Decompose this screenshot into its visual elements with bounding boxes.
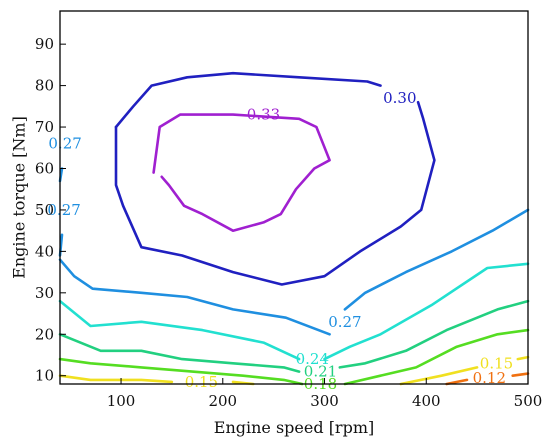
contour-labels: 0.330.300.270.270.270.240.210.180.150.15… bbox=[47, 89, 513, 393]
y-tick-label-1: 20 bbox=[35, 325, 54, 343]
contour-line-0_3-seg0 bbox=[114, 71, 382, 129]
x-tick-label-3: 400 bbox=[412, 392, 441, 410]
contour-label-0_15-0: 0.15 bbox=[185, 373, 218, 391]
contour-line-0_21-seg1 bbox=[338, 299, 530, 369]
x-tick-label-0: 100 bbox=[107, 392, 136, 410]
contour-label-0_3-0: 0.30 bbox=[383, 89, 416, 107]
contour-line-0_12-seg0 bbox=[445, 378, 469, 386]
contour-label-0_15-1: 0.15 bbox=[480, 354, 513, 372]
contour-label-0_12-0: 0.12 bbox=[473, 369, 506, 387]
contour-line-0_27-seg0 bbox=[58, 258, 331, 336]
y-tick-label-3: 40 bbox=[35, 242, 54, 260]
contour-line-0_18-seg1 bbox=[343, 328, 530, 386]
contour-line-0_3-seg1 bbox=[114, 100, 436, 286]
y-tick-label-7: 80 bbox=[35, 77, 54, 95]
x-tick-label-1: 200 bbox=[208, 392, 237, 410]
contour-label-0_21-0: 0.21 bbox=[304, 363, 337, 381]
x-axis-ticks: 100 200 300 400 500 bbox=[107, 378, 543, 410]
y-axis-ticks: 10 20 30 40 50 60 70 80 90 bbox=[35, 35, 66, 385]
contour-line-0_15-seg0 bbox=[58, 374, 174, 384]
plot-frame bbox=[59, 10, 529, 385]
contour-line-0_33-seg0 bbox=[152, 113, 331, 232]
y-axis-label: Engine torque [Nm] bbox=[10, 116, 29, 279]
y-tick-label-6: 70 bbox=[35, 118, 54, 136]
y-tick-label-0: 10 bbox=[35, 367, 54, 385]
contour-line-0_18-seg0 bbox=[58, 357, 304, 386]
y-tick-label-8: 90 bbox=[35, 35, 54, 53]
contour-label-0_24-0: 0.24 bbox=[296, 350, 329, 368]
contour-label-0_27-0: 0.27 bbox=[328, 313, 361, 331]
contour-lines bbox=[58, 71, 530, 386]
contour-line-0_12-seg1 bbox=[511, 372, 530, 378]
y-tick-label-2: 30 bbox=[35, 284, 54, 302]
y-tick-label-4: 50 bbox=[35, 201, 54, 219]
contour-label-0_27-2: 0.27 bbox=[48, 135, 81, 153]
x-tick-label-4: 500 bbox=[514, 392, 543, 410]
contour-line-0_24-seg1 bbox=[323, 262, 530, 361]
contour-label-0_33-0: 0.33 bbox=[247, 106, 280, 124]
contour-line-0_21-seg0 bbox=[58, 332, 301, 373]
y-tick-label-5: 60 bbox=[35, 159, 54, 177]
contour-line-0_15-seg2 bbox=[399, 366, 479, 386]
x-tick-label-2: 300 bbox=[310, 392, 339, 410]
contour-line-0_15-seg3 bbox=[516, 355, 530, 361]
contour-line-0_27-seg1 bbox=[343, 208, 530, 311]
x-axis-label: Engine speed [rpm] bbox=[214, 418, 374, 437]
contour-line-0_24-seg0 bbox=[58, 299, 301, 361]
